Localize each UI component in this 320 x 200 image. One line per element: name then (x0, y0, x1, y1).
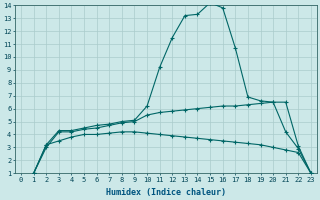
X-axis label: Humidex (Indice chaleur): Humidex (Indice chaleur) (106, 188, 226, 197)
